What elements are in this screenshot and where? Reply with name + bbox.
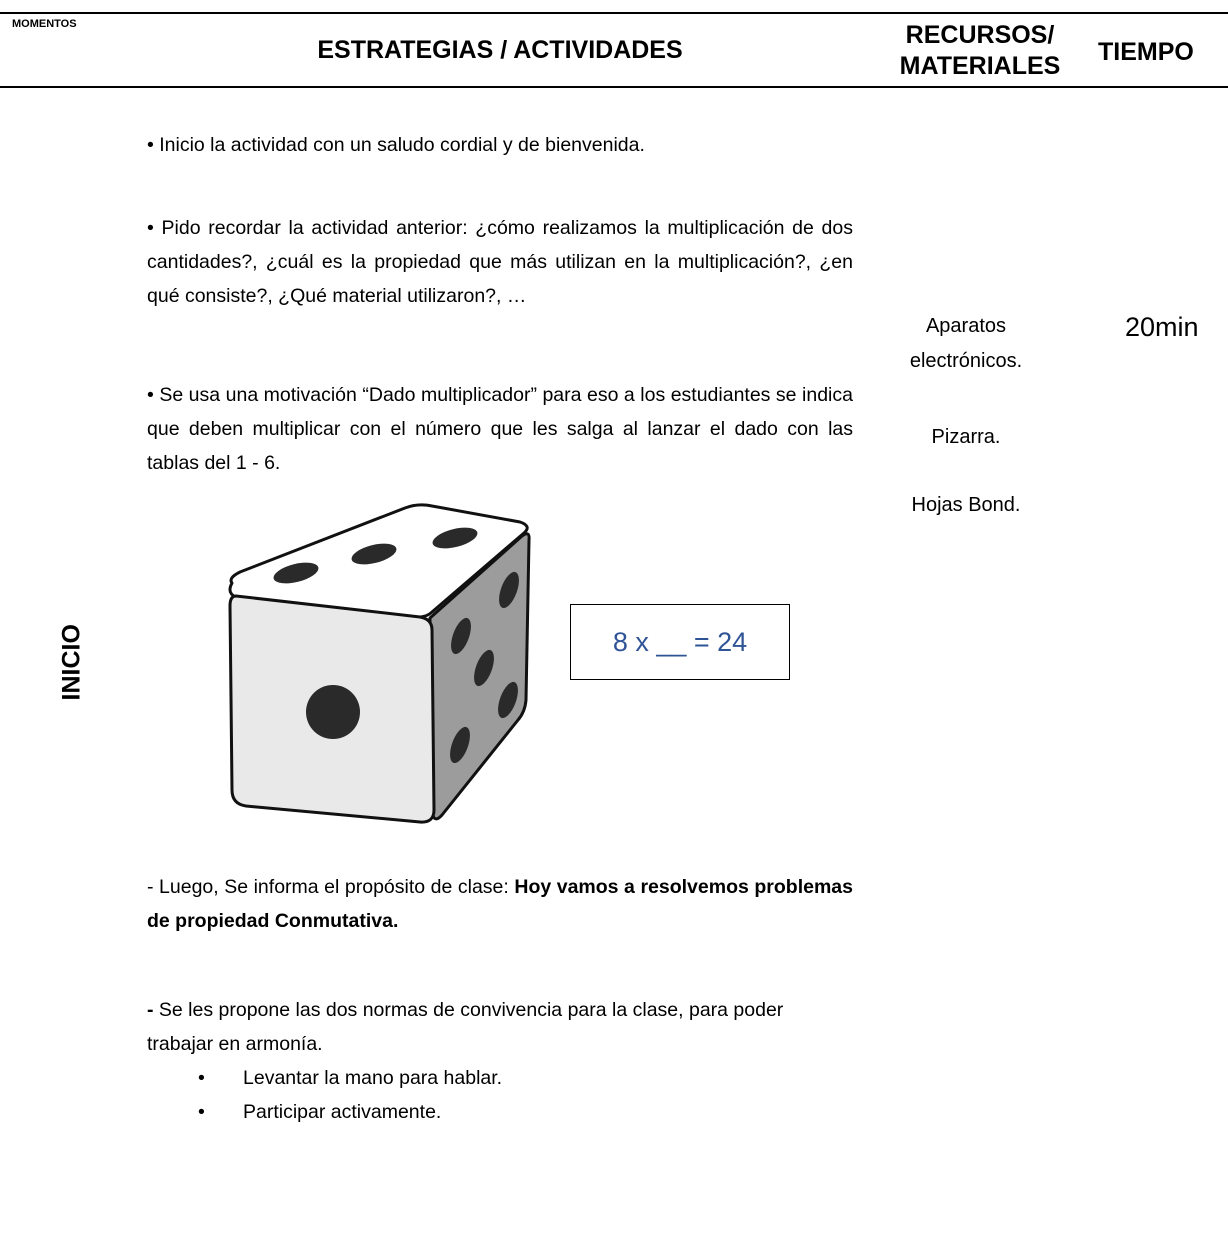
activity-text: - Se les propone las dos normas de convi… xyxy=(147,993,807,1061)
dice-illustration xyxy=(228,503,531,824)
resource: Hojas Bond. xyxy=(911,494,1021,516)
activity-text: - Luego, Se informa el propósito de clas… xyxy=(147,870,853,938)
activity-text: • Pido recordar la actividad anterior: ¿… xyxy=(147,217,853,307)
norm-text: Participar activamente. xyxy=(243,1101,442,1123)
norm-text: Levantar la mano para hablar. xyxy=(243,1067,503,1089)
moment-label: INICIO xyxy=(57,624,86,701)
header-estrategias: ESTRATEGIAS / ACTIVIDADES xyxy=(317,36,683,64)
norms-list: • Levantar la mano para hablar. • Particip… xyxy=(198,1061,502,1129)
norm-item: • Levantar la mano para hablar. xyxy=(198,1067,503,1089)
activity-text: • Se usa una motivación “Dado multiplica… xyxy=(147,384,853,474)
header-momentos: MOMENTOS xyxy=(12,18,77,30)
resource: Pizarra. xyxy=(931,426,1001,448)
equation-box: 8 x __ = 24 xyxy=(570,604,790,680)
top-rule xyxy=(0,12,1228,14)
activity-text: - Luego, Se informa el propósito de clas… xyxy=(147,876,515,898)
header-rule xyxy=(0,86,1228,88)
header-tiempo: TIEMPO xyxy=(1098,38,1194,66)
resource: Aparatos electrónicos. xyxy=(909,315,1023,372)
norm-item: • Participar activamente. xyxy=(198,1101,442,1123)
header-recursos-line: RECURSOS/ xyxy=(905,21,1055,49)
time: 20min xyxy=(1125,312,1199,342)
activity-text: • Inicio la actividad con un saludo cord… xyxy=(147,134,645,156)
activity-text: Se les propone las dos normas de convive… xyxy=(147,999,784,1055)
activity-bold-text: Hoy vamos a resolvemos problemas de prop… xyxy=(147,876,853,932)
dash: - xyxy=(147,999,154,1021)
header-recursos: RECURSOS/ MATERIALES xyxy=(880,20,1080,82)
header-recursos-line: MATERIALES xyxy=(899,52,1061,80)
